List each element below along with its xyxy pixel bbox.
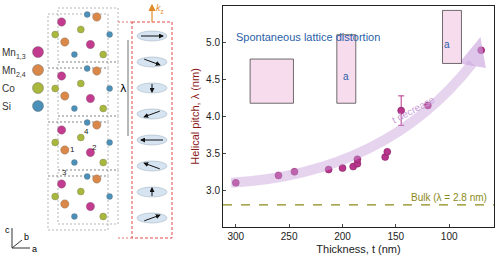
svg-text:a: a: [32, 244, 37, 254]
svg-text:1: 1: [70, 145, 75, 154]
svg-text:150: 150: [387, 231, 404, 242]
svg-text:Helical pitch, λ (nm): Helical pitch, λ (nm): [189, 68, 201, 165]
svg-text:100: 100: [441, 231, 458, 242]
svg-text:b: b: [24, 232, 29, 242]
svg-text:4.5: 4.5: [206, 74, 220, 85]
svg-text:Mn2,4: Mn2,4: [2, 65, 26, 78]
svg-text:4: 4: [84, 127, 89, 136]
svg-text:3.0: 3.0: [206, 185, 220, 196]
svg-text:200: 200: [334, 231, 351, 242]
svg-text:Thickness, t (nm): Thickness, t (nm): [316, 243, 400, 255]
svg-text:4.0: 4.0: [206, 111, 220, 122]
svg-text:Co: Co: [2, 83, 15, 94]
svg-text:3: 3: [62, 168, 67, 177]
svg-text:a: a: [343, 71, 349, 82]
svg-text:t decrease: t decrease: [390, 94, 437, 126]
svg-text:Bulk (λ = 2.8 nm): Bulk (λ = 2.8 nm): [411, 192, 487, 203]
svg-text:250: 250: [281, 231, 298, 242]
svg-text:Si: Si: [2, 101, 11, 112]
svg-text:λ: λ: [120, 82, 127, 95]
svg-text:c: c: [5, 225, 10, 235]
svg-text:kz: kz: [156, 3, 164, 15]
svg-text:5.0: 5.0: [206, 37, 220, 48]
svg-text:Spontaneous lattice distortion: Spontaneous lattice distortion: [236, 31, 380, 43]
svg-text:3.5: 3.5: [206, 148, 220, 159]
svg-text:a: a: [444, 39, 450, 50]
svg-text:300: 300: [227, 231, 244, 242]
svg-text:2: 2: [92, 143, 97, 152]
svg-text:Mn1,3: Mn1,3: [2, 47, 26, 60]
